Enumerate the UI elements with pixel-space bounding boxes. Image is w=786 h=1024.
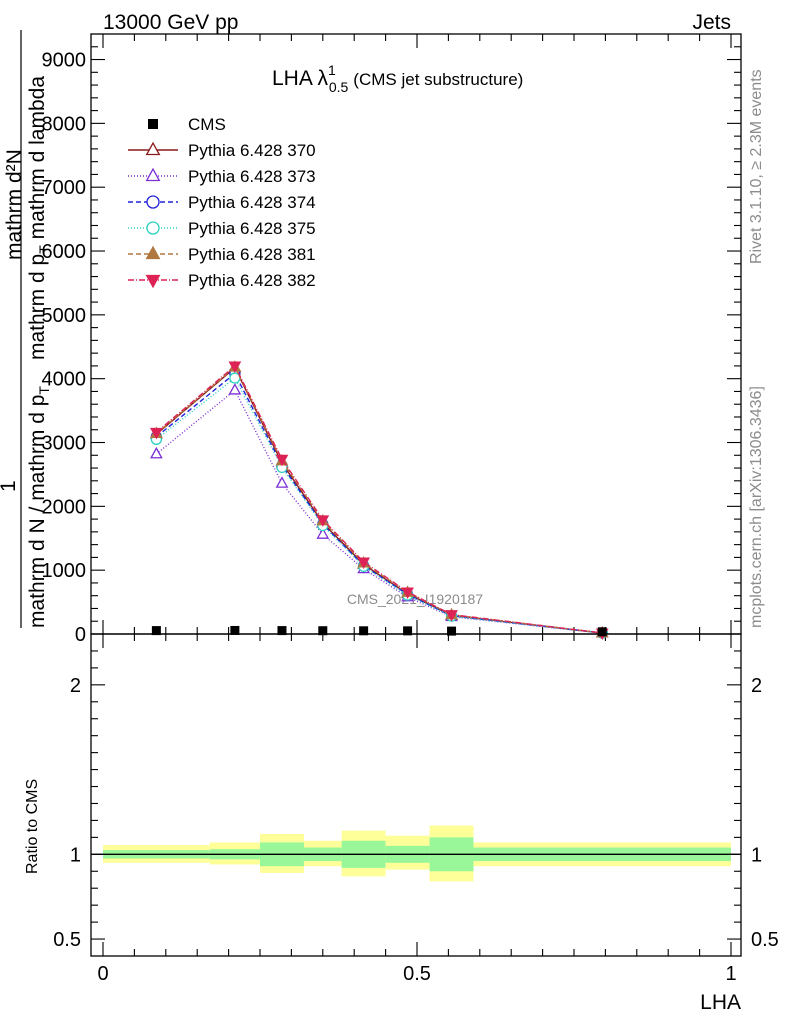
legend-entry-4: Pythia 6.428 375 (128, 219, 316, 238)
ytick-label: 0 (75, 624, 86, 646)
legend-entry-5: Pythia 6.428 381 (128, 245, 316, 264)
chart-title: LHA λ1 0.5 (CMS jet substructure) (272, 62, 523, 95)
mcplots-label: mcplots.cern.ch [arXiv:1306.3436] (748, 386, 765, 628)
ratio-panel-frame (90, 633, 742, 957)
cms-point (359, 626, 369, 636)
series-point (228, 361, 242, 374)
ytick-label: 9000 (42, 50, 87, 72)
title-main: LHA λ (272, 67, 329, 90)
xtick-label: 0.5 (403, 963, 431, 985)
series-point (401, 587, 414, 599)
ytick-label: 1000 (42, 560, 87, 582)
series-point (275, 476, 289, 488)
ratio-ytick-label: 1 (70, 844, 81, 866)
legend-marker (145, 274, 161, 289)
legend-entry-6: Pythia 6.428 382 (128, 271, 316, 290)
series-point (316, 527, 330, 539)
legend-label: Pythia 6.428 370 (188, 141, 316, 160)
legend-label: Pythia 6.428 381 (188, 245, 316, 264)
ratio-axis-ticks: 0.5 0.5 1 1 2 2 0 0.5 1 (53, 634, 779, 985)
legend-label: Pythia 6.428 374 (188, 193, 316, 212)
ytick-label: 2000 (42, 496, 87, 518)
ylabel-num-2: mathrm d p (26, 254, 49, 360)
ylabel-num-1: mathrm d²N (3, 149, 26, 260)
series-point (275, 454, 289, 467)
xtick-label: 1 (725, 963, 736, 985)
series-point (228, 383, 242, 395)
cms-point (230, 625, 240, 635)
svg-text:mathrm d N / mathrm d pT: mathrm d N / mathrm d pT (26, 386, 52, 628)
ytick-label: 6000 (42, 241, 87, 263)
ytick-label: 3000 (42, 433, 87, 455)
legend-marker (146, 195, 160, 209)
series-line (155, 389, 603, 634)
legend-label: Pythia 6.428 375 (188, 219, 316, 238)
ytick-label: 5000 (42, 305, 87, 327)
ytick-label: 8000 (42, 113, 87, 135)
ylabel-num-2-sub: T (36, 245, 52, 254)
series-line (155, 364, 603, 634)
cms-point (151, 626, 161, 636)
ytick-label: 4000 (42, 369, 87, 391)
header-left: 13000 GeV pp (103, 11, 238, 34)
xlabel: LHA (700, 991, 741, 1014)
series-line (155, 376, 603, 634)
legend-marker (145, 167, 161, 182)
ratio-ytick-label: 0.5 (53, 929, 81, 951)
rivet-label: Rivet 3.1.10, ≥ 2.3M events (748, 69, 765, 264)
svg-text:mathrm d pT mathrm d lambda: mathrm d pT mathrm d lambda (26, 76, 52, 360)
legend-label: Pythia 6.428 382 (188, 271, 316, 290)
series-point (150, 446, 163, 459)
main-ylabel: mathrm d²N mathrm d pT mathrm d lambda 1… (0, 30, 52, 628)
cms-point (597, 627, 607, 637)
series-point (150, 427, 163, 440)
main-axis-ticks: 0 1000 2000 3000 4000 5000 6000 7000 8000 9000 (42, 34, 741, 646)
cms-point (403, 626, 413, 636)
legend-marker (148, 119, 158, 129)
title-suffix: (CMS jet substructure) (353, 70, 523, 89)
series-line (155, 372, 603, 634)
ylabel-den-1-sub: T (36, 386, 52, 395)
cms-point (277, 626, 287, 636)
series-layer (150, 360, 609, 641)
cms-point (318, 626, 328, 636)
header-right: Jets (692, 11, 731, 34)
legend-marker (145, 141, 161, 156)
cms-data-points (151, 625, 607, 637)
legend-entry-3: Pythia 6.428 374 (128, 193, 316, 212)
title-sub: 0.5 (329, 79, 349, 95)
ratio-ytick-label-right: 2 (751, 675, 762, 697)
series-point (357, 557, 370, 569)
legend-entry-1: Pythia 6.428 370 (128, 141, 316, 160)
series-point (316, 515, 330, 527)
title-sup: 1 (328, 62, 336, 78)
ylabel-one: 1 (0, 480, 20, 492)
cms-point (447, 626, 457, 636)
ratio-ytick-label-right: 1 (751, 844, 762, 866)
legend-marker (145, 245, 161, 260)
legend-entry-0: CMS (148, 115, 226, 134)
legend: CMS Pythia 6.428 370 Pythia 6.428 373 Pythi… (128, 115, 316, 290)
ylabel-den-1: mathrm d N / mathrm d p (26, 395, 49, 628)
xtick-label: 0 (97, 963, 108, 985)
legend-marker (146, 221, 160, 235)
ratio-ytick-label-right: 0.5 (751, 929, 779, 951)
series-point (229, 372, 241, 384)
legend-entry-2: Pythia 6.428 373 (128, 167, 316, 186)
ratio-ylabel: Ratio to CMS (24, 779, 41, 874)
ratio-ytick-label: 2 (70, 675, 81, 697)
legend-label: CMS (188, 115, 226, 134)
ytick-label: 7000 (42, 177, 87, 199)
ratio-uncertainty-bands (91, 825, 741, 882)
ylabel-num-3: mathrm d lambda (26, 76, 49, 246)
legend-label: Pythia 6.428 373 (188, 167, 316, 186)
series-point (445, 610, 458, 622)
svg-text:mathrm d²N: mathrm d²N (3, 149, 26, 260)
